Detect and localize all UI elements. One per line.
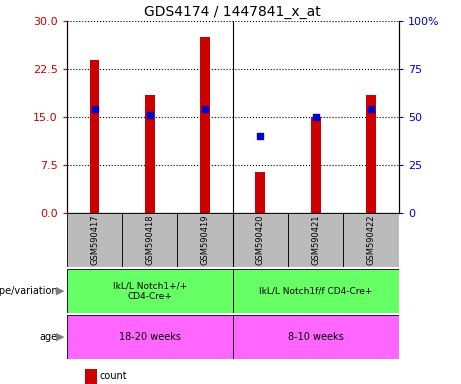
Text: IkL/L Notch1f/f CD4-Cre+: IkL/L Notch1f/f CD4-Cre+: [259, 286, 372, 295]
Text: count: count: [99, 371, 127, 381]
Bar: [233, 315, 399, 359]
Text: age: age: [40, 332, 58, 342]
Bar: [200, 37, 210, 213]
Text: GSM590417: GSM590417: [90, 215, 99, 265]
Text: GSM590420: GSM590420: [256, 215, 265, 265]
Point: [201, 106, 209, 113]
Bar: [89, 60, 100, 213]
Bar: [255, 172, 266, 213]
Bar: [366, 95, 376, 213]
Text: 8-10 weeks: 8-10 weeks: [288, 332, 343, 342]
Text: IkL/L Notch1+/+
CD4-Cre+: IkL/L Notch1+/+ CD4-Cre+: [113, 281, 187, 301]
Bar: [67, 315, 233, 359]
Text: GSM590419: GSM590419: [201, 215, 210, 265]
Text: ▶: ▶: [56, 332, 65, 342]
Bar: [311, 117, 321, 213]
Point: [257, 133, 264, 139]
Text: GSM590418: GSM590418: [145, 215, 154, 265]
Bar: [145, 95, 155, 213]
Text: GSM590421: GSM590421: [311, 215, 320, 265]
Text: GSM590422: GSM590422: [366, 215, 376, 265]
Point: [367, 106, 375, 113]
Bar: [177, 213, 233, 267]
Bar: [233, 213, 288, 267]
Text: ▶: ▶: [56, 286, 65, 296]
Bar: [122, 213, 177, 267]
Text: genotype/variation: genotype/variation: [0, 286, 58, 296]
Bar: [67, 269, 233, 313]
Text: 18-20 weeks: 18-20 weeks: [119, 332, 181, 342]
Bar: [288, 213, 343, 267]
Point: [91, 106, 98, 113]
Bar: [67, 213, 122, 267]
Bar: [343, 213, 399, 267]
Title: GDS4174 / 1447841_x_at: GDS4174 / 1447841_x_at: [144, 5, 321, 19]
Point: [312, 114, 319, 120]
Bar: [233, 269, 399, 313]
Point: [146, 112, 154, 118]
